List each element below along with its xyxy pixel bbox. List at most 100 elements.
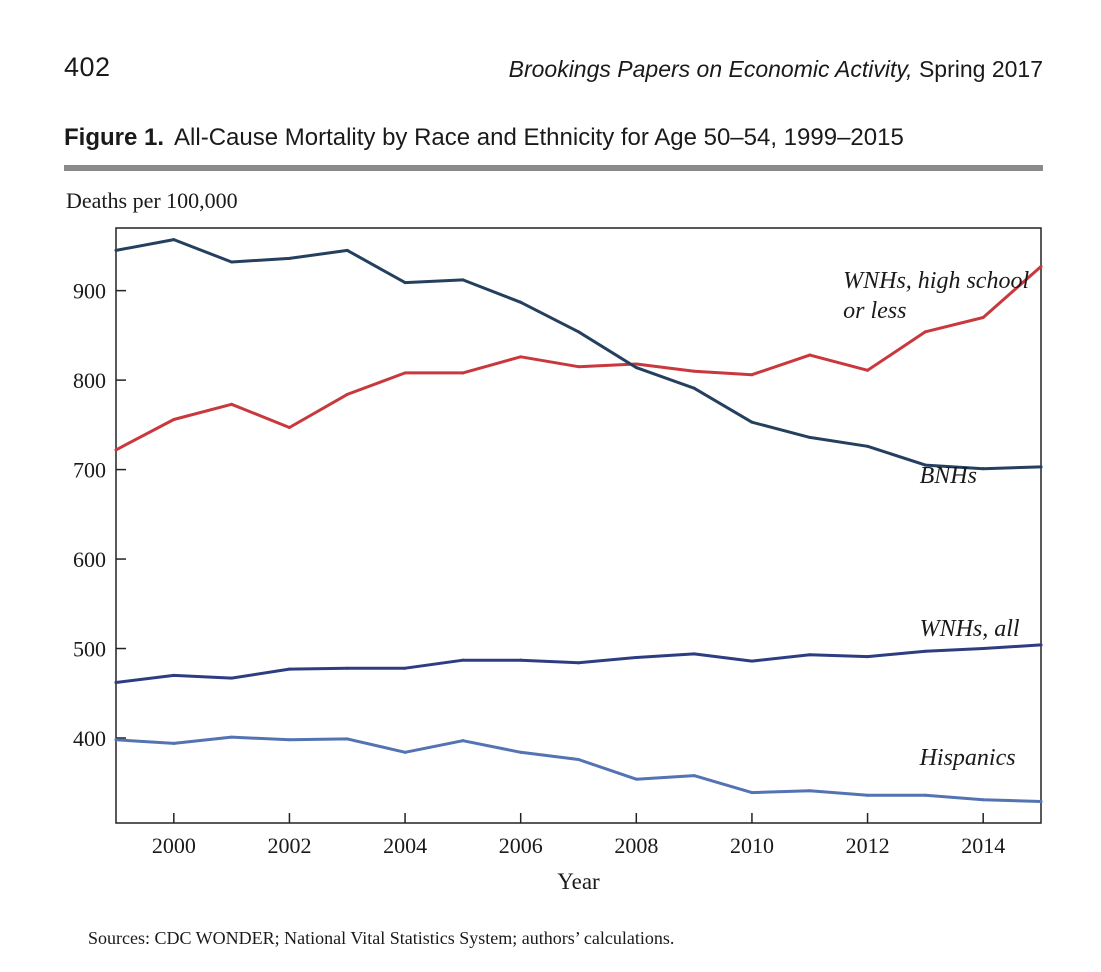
series-1-point: [114, 448, 118, 452]
series-1-point: [519, 355, 523, 359]
series-4-point: [692, 774, 696, 778]
series-3-point: [808, 653, 812, 657]
series-4-point: [577, 757, 580, 761]
series-3-point: [230, 676, 234, 680]
series-3-point: [634, 655, 638, 659]
journal-name: Brookings Papers on Economic Activity,: [508, 56, 913, 82]
series-line-4: [114, 735, 1043, 803]
series-2-point: [866, 444, 870, 448]
series-1-point: [172, 417, 176, 421]
figure-title-text: All-Cause Mortality by Race and Ethnicit…: [174, 124, 904, 151]
series-1-point: [1039, 264, 1043, 268]
x-tick-label: 2008: [614, 833, 658, 858]
y-tick-label: 700: [73, 458, 106, 483]
series-3-point: [981, 647, 985, 651]
series-4-point: [172, 741, 176, 745]
x-tick-label: 2004: [383, 833, 427, 858]
y-axis-label: Deaths per 100,000: [66, 188, 238, 213]
series-2-point: [1039, 465, 1043, 469]
series-3-point: [923, 649, 927, 653]
series-3-point: [1039, 643, 1043, 647]
series-4-point: [403, 750, 407, 754]
series-4-point: [808, 789, 812, 793]
x-tick-label: 2006: [499, 833, 543, 858]
series-4-point: [634, 777, 638, 781]
figure-title: Figure 1. All-Cause Mortality by Race and…: [64, 124, 904, 152]
plot-frame: [115, 227, 1042, 824]
series-2-point: [172, 238, 176, 242]
page-number: 402: [64, 52, 111, 82]
series-2-point: [345, 248, 349, 252]
series-label: BNHs: [920, 463, 977, 489]
series-3-point: [461, 658, 465, 662]
series-2-point: [923, 463, 927, 467]
y-tick-label: 400: [73, 726, 106, 751]
sources-note: Sources: CDC WONDER; National Vital Stat…: [88, 928, 675, 948]
series-2-point: [403, 281, 407, 285]
series-1-point: [750, 373, 754, 377]
series-1-point: [577, 365, 580, 369]
series-2-point: [577, 330, 580, 334]
series-4-point: [519, 750, 523, 754]
y-tick-label: 600: [73, 547, 106, 572]
series-3-point: [866, 655, 870, 659]
series-4-point: [287, 738, 291, 742]
series-2-point: [634, 366, 638, 370]
series-2-point: [808, 435, 812, 439]
y-tick-label: 800: [73, 368, 106, 393]
series-4-point: [1039, 800, 1043, 804]
series-label: or less: [843, 298, 906, 324]
series-3-point: [750, 659, 754, 663]
x-axis-label: Year: [557, 869, 600, 894]
series-2-point: [692, 386, 696, 390]
figure-label: Figure 1.: [64, 124, 165, 151]
series-label: Hispanics: [919, 745, 1016, 771]
series-3-point: [114, 681, 118, 685]
series-4-point: [981, 798, 985, 802]
series-4-point: [114, 738, 118, 742]
x-tick-label: 2010: [730, 833, 774, 858]
series-4-point: [461, 739, 465, 743]
series-2-point: [230, 260, 234, 264]
series-1-point: [692, 369, 696, 373]
series-4-point: [345, 737, 349, 741]
series-2-point: [287, 256, 291, 260]
x-tick-label: 2012: [846, 833, 890, 858]
x-tick-label: 2000: [152, 833, 196, 858]
x-tick-label: 2014: [961, 833, 1005, 858]
series-3-point: [692, 652, 696, 656]
series-2-point: [114, 248, 118, 252]
series-1-point: [461, 371, 465, 375]
series-2-point: [461, 278, 465, 282]
series-3-point: [403, 666, 407, 670]
series-1-point: [345, 392, 349, 396]
series-label: WNHs, high school: [843, 268, 1029, 294]
series-3-point: [287, 667, 291, 671]
series-4-point: [866, 793, 870, 797]
series-4-point: [923, 793, 927, 797]
series-3-point: [577, 661, 580, 665]
series-line-1: [114, 265, 1043, 452]
series-1-point: [808, 353, 812, 357]
series-4-point: [750, 791, 754, 795]
series-3-point: [519, 658, 523, 662]
series-2-point: [750, 420, 754, 424]
x-tick-label: 2002: [267, 833, 311, 858]
series-3-point: [345, 666, 349, 670]
title-rule: [64, 165, 1043, 171]
series-1-point: [866, 368, 870, 372]
running-head: Brookings Papers on Economic Activity, S…: [509, 56, 1043, 83]
journal-issue: Spring 2017: [912, 56, 1043, 82]
series-2-point: [519, 300, 523, 304]
series-1-point: [923, 330, 927, 334]
series-2-point: [981, 467, 985, 471]
series-1-point: [981, 315, 985, 319]
series-1-point: [634, 362, 638, 366]
series-1-point: [403, 371, 407, 375]
series-1-point: [230, 402, 234, 406]
y-tick-label: 900: [73, 279, 106, 304]
series-label: WNHs, all: [920, 616, 1020, 642]
y-tick-label: 500: [73, 637, 106, 662]
series-3-point: [172, 673, 176, 677]
